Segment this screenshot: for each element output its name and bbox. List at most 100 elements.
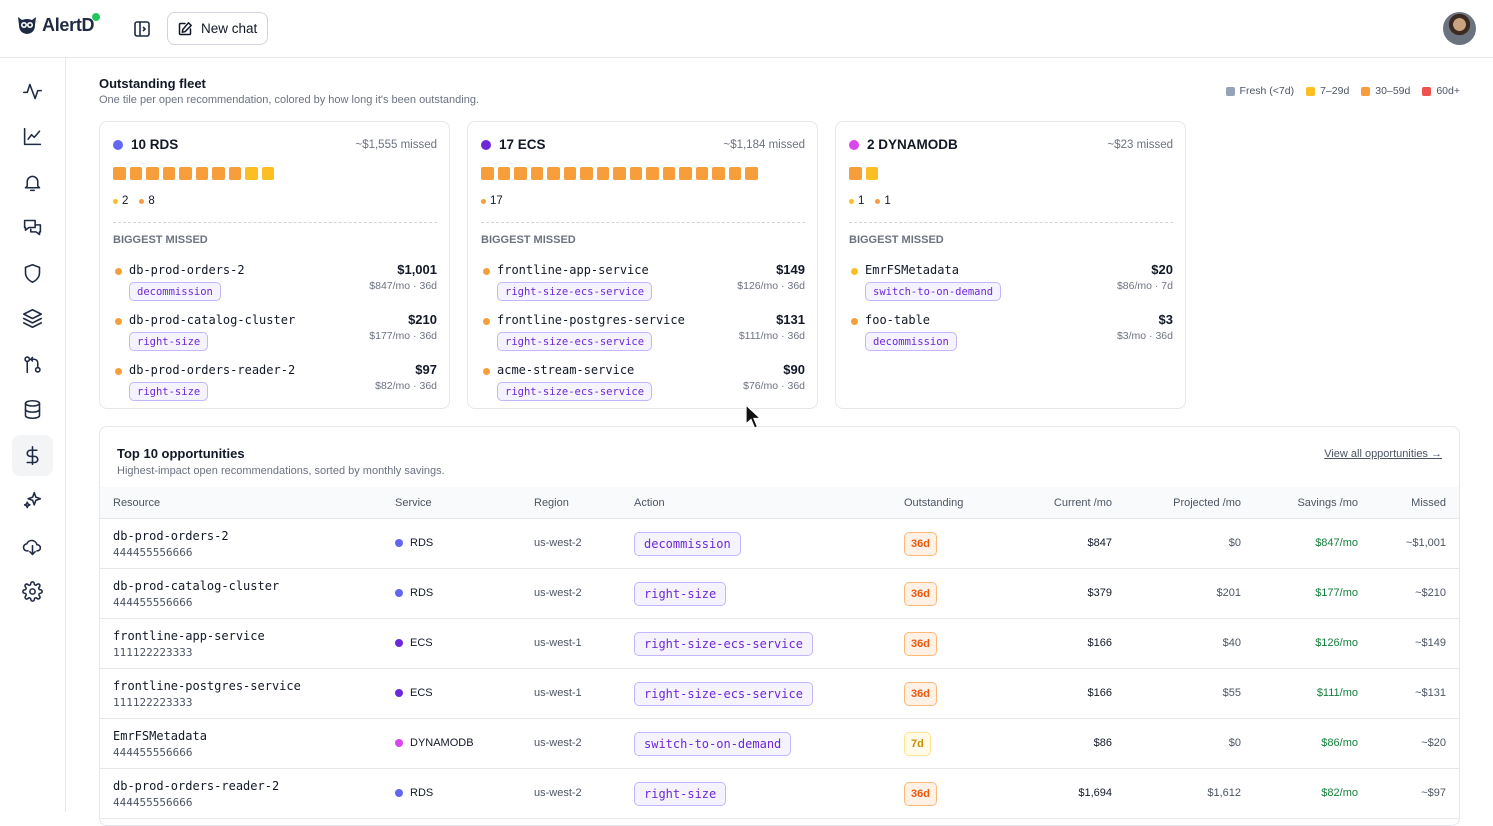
fleet-card[interactable]: 2 DYNAMODB ~$23 missed 1 1 BIGGEST MISSED Emr… [835, 121, 1186, 409]
cost-detail: $126/mo · 36d [737, 280, 805, 292]
column-header[interactable]: Action [634, 497, 665, 509]
age-dot [139, 198, 145, 204]
dollar-icon[interactable] [12, 435, 53, 476]
column-header[interactable]: Savings /mo [1297, 497, 1358, 509]
bell-icon[interactable] [12, 162, 53, 203]
recommendation-tile[interactable] [596, 167, 609, 180]
column-header[interactable]: Projected /mo [1173, 497, 1241, 509]
missed-item[interactable]: foo-table decommission $3 $3/mo · 36d [849, 312, 1173, 355]
activity-icon[interactable] [12, 71, 53, 112]
recommendation-tile[interactable] [179, 167, 192, 180]
recommendation-tile[interactable] [481, 167, 494, 180]
fleet-card[interactable]: 17 ECS ~$1,184 missed 17 BIGGEST MISSED fron… [467, 121, 818, 409]
recommendation-tile[interactable] [865, 167, 878, 180]
cost-detail: $111/mo · 36d [738, 330, 805, 342]
table-row[interactable]: EmrFSMetadata 444455556666 DYNAMODB us-west… [100, 719, 1459, 769]
recommendation-tile[interactable] [745, 167, 758, 180]
owl-logo-icon [16, 14, 38, 36]
recommendation-tile[interactable] [195, 167, 208, 180]
gear-icon[interactable] [12, 571, 53, 612]
divider [113, 222, 437, 223]
account-id: 444455556666 [113, 596, 193, 609]
legend-swatch [1422, 86, 1432, 96]
table-row[interactable]: db-prod-orders-2 444455556666 RDS us-west-2… [100, 519, 1459, 569]
recommendation-tile[interactable] [212, 167, 225, 180]
missed-item[interactable]: db-prod-orders-2 decommission $1,001 $847/m… [113, 262, 437, 305]
missed-item[interactable]: frontline-app-service right-size-ecs-serv… [481, 262, 805, 305]
git-icon[interactable] [12, 344, 53, 385]
mouse-cursor-icon [745, 404, 763, 429]
region: us-west-2 [534, 587, 582, 599]
missed-amount: $210 [408, 312, 437, 327]
layers-icon[interactable] [12, 298, 53, 339]
service-name: ECS [410, 687, 433, 699]
service-name: RDS [410, 787, 434, 799]
database-icon[interactable] [12, 389, 53, 430]
column-header[interactable]: Region [534, 497, 569, 509]
user-avatar[interactable] [1443, 12, 1476, 45]
table-row[interactable]: frontline-app-service 111122223333 ECS us-w… [100, 619, 1459, 669]
recommendation-tile[interactable] [162, 167, 175, 180]
sparkle-icon[interactable] [12, 480, 53, 521]
projected-cost: $40 [1222, 637, 1241, 649]
new-chat-button[interactable]: New chat [167, 12, 269, 45]
recommendation-tile[interactable] [712, 167, 725, 180]
logo[interactable]: AlertD [16, 14, 95, 36]
missed-item[interactable]: frontline-postgres-service right-size-ecs… [481, 312, 805, 355]
recommendation-tile[interactable] [849, 167, 862, 180]
sidebar-toggle-icon[interactable] [132, 19, 152, 39]
recommendation-tile[interactable] [245, 167, 258, 180]
column-header[interactable]: Missed [1411, 497, 1446, 509]
age-dot [481, 198, 486, 204]
recommendation-tile[interactable] [662, 167, 675, 180]
action-badge: right-size [129, 332, 209, 351]
recommendation-tile[interactable] [113, 167, 126, 180]
recommendation-tile[interactable] [695, 167, 708, 180]
service-dot [849, 139, 859, 150]
recommendation-tile[interactable] [530, 167, 543, 180]
age-count: 8 [139, 195, 155, 207]
column-header[interactable]: Service [395, 497, 432, 509]
biggest-missed-label: BIGGEST MISSED [113, 234, 208, 246]
resource-name: db-prod-orders-2 [113, 529, 229, 543]
recommendation-tile[interactable] [563, 167, 576, 180]
recommendation-tile[interactable] [514, 167, 527, 180]
opportunities-panel: Top 10 opportunities Highest-impact open… [99, 426, 1460, 826]
table-row[interactable]: db-prod-catalog-cluster 444455556666 RDS us… [100, 569, 1459, 619]
recommendation-tile[interactable] [497, 167, 510, 180]
monthly-savings: $82/mo [1321, 787, 1358, 799]
recommendation-tile[interactable] [547, 167, 560, 180]
chart-icon[interactable] [12, 116, 53, 157]
age-dot [113, 198, 118, 204]
recommendation-tile[interactable] [679, 167, 692, 180]
action-badge: right-size-ecs-service [497, 332, 653, 351]
missed-amount: $3 [1158, 312, 1173, 327]
column-header[interactable]: Resource [113, 497, 161, 509]
action-badge: right-size [129, 382, 209, 401]
recommendation-tile[interactable] [580, 167, 593, 180]
view-all-opportunities-link[interactable]: View all opportunities → [1324, 448, 1442, 460]
column-header[interactable]: Current /mo [1053, 497, 1112, 509]
recommendation-tile[interactable] [261, 167, 274, 180]
missed-item[interactable]: db-prod-catalog-cluster right-size $210 $17… [113, 312, 437, 355]
table-row[interactable]: db-prod-orders-reader-2 444455556666 RDS us… [100, 769, 1459, 819]
table-row[interactable]: frontline-postgres-service 111122223333 EC… [100, 669, 1459, 719]
fleet-card[interactable]: 10 RDS ~$1,555 missed 2 8 BIGGEST MISSED db-p… [99, 121, 450, 409]
column-header[interactable]: Outstanding [904, 497, 964, 509]
recommendation-tile[interactable] [146, 167, 159, 180]
recommendation-tile[interactable] [646, 167, 659, 180]
chat-icon[interactable] [12, 207, 53, 248]
missed-amount: $20 [1151, 262, 1173, 277]
recommendation-tile[interactable] [728, 167, 741, 180]
shield-icon[interactable] [12, 253, 53, 294]
cloud-download-icon[interactable] [12, 526, 53, 567]
recommendation-tile[interactable] [629, 167, 642, 180]
missed-item[interactable]: db-prod-orders-reader-2 right-size $97 $82/… [113, 362, 437, 405]
recommendation-tile[interactable] [613, 167, 626, 180]
missed-item[interactable]: acme-stream-service right-size-ecs-servic… [481, 362, 805, 405]
age-dot [115, 368, 122, 375]
service-cell: ECS [395, 687, 433, 699]
recommendation-tile[interactable] [228, 167, 241, 180]
recommendation-tile[interactable] [129, 167, 142, 180]
missed-item[interactable]: EmrFSMetadata switch-to-on-demand $20 $86/m… [849, 262, 1173, 305]
